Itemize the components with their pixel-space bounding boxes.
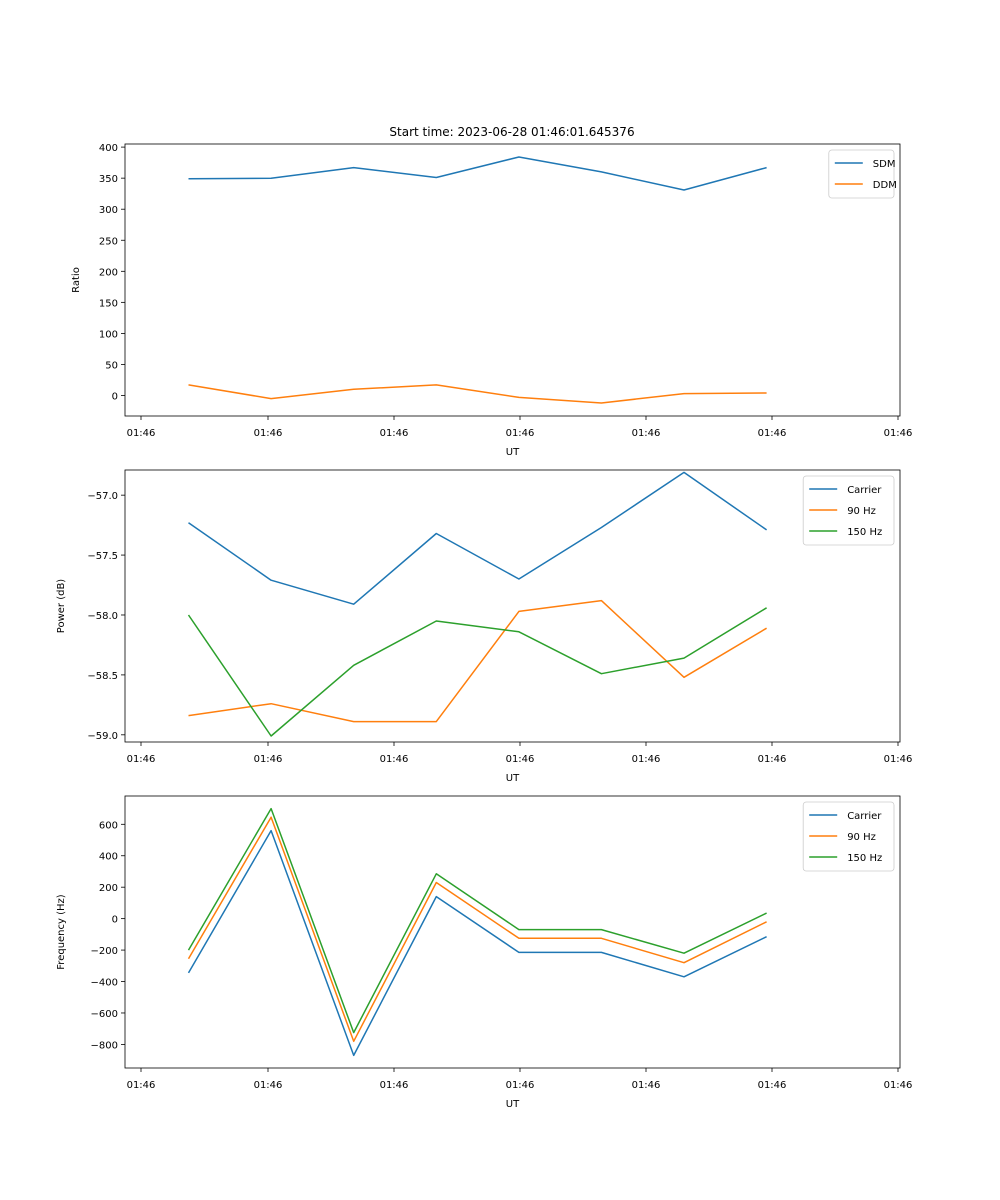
y-tick-label: 0 <box>112 915 118 926</box>
x-tick-label: 01:46 <box>380 754 409 765</box>
y-tick-label: 250 <box>99 236 118 247</box>
y-tick-label: −59.0 <box>87 731 118 742</box>
y-tick-label: 350 <box>99 174 118 185</box>
y-axis-label: Power (dB) <box>56 579 67 634</box>
x-tick-label: 01:46 <box>254 428 283 439</box>
legend-label: Carrier <box>847 811 882 822</box>
series-line-ddm <box>188 384 767 404</box>
x-tick-label: 01:46 <box>254 754 283 765</box>
panel-2: 01:46 01:46 01:46 01:46 01:46 01:46 01:46 −57.0… <box>56 469 913 784</box>
y-tick-label: 600 <box>99 820 118 831</box>
x-tick-label: 01:46 <box>632 754 661 765</box>
x-axis-label: UT <box>506 1099 520 1110</box>
x-tick-label: 01:46 <box>758 428 787 439</box>
axes-frame <box>124 143 901 417</box>
x-tick-label: 01:46 <box>884 754 913 765</box>
series-line-sdm <box>188 156 767 191</box>
y-axis-label: Ratio <box>71 267 82 293</box>
legend-frame <box>802 475 895 546</box>
x-tick-label: 01:46 <box>632 428 661 439</box>
y-tick-label: 200 <box>99 267 118 278</box>
series-line-carrier <box>187 829 767 1057</box>
y-tick-label: 0 <box>112 392 118 403</box>
y-tick-label: −200 <box>91 946 118 957</box>
series-line-150-hz <box>187 807 767 1034</box>
legend-frame <box>802 801 895 872</box>
x-tick-label: 01:46 <box>632 1080 661 1091</box>
panel-3: 01:46 01:46 01:46 01:46 01:46 01:46 01:46 600 40… <box>56 795 913 1110</box>
series-line-90-hz <box>187 816 767 1043</box>
series-line-carrier <box>188 471 768 605</box>
x-tick-label: 01:46 <box>506 754 535 765</box>
panel-1: 01:46 01:46 01:46 01:46 01:46 01:46 01:46 0 50 10… <box>71 143 912 458</box>
axes-frame <box>124 795 901 1069</box>
x-tick-label: 01:46 <box>758 754 787 765</box>
y-tick-label: −600 <box>91 1009 118 1020</box>
legend-label: SDM <box>873 159 896 170</box>
legend: Carrier 90 Hz 150 Hz <box>802 801 895 872</box>
x-tick-label: 01:46 <box>506 428 535 439</box>
chart-title: Start time: 2023-06-28 01:46:01.645376 <box>389 125 634 139</box>
y-tick-label: −800 <box>91 1040 118 1051</box>
x-axis-label: UT <box>506 447 520 458</box>
legend-label: 150 Hz <box>847 527 882 538</box>
legend-label: 150 Hz <box>847 853 882 864</box>
x-tick-label: 01:46 <box>127 428 156 439</box>
x-tick-label: 01:46 <box>380 1080 409 1091</box>
y-tick-label: −400 <box>91 978 118 989</box>
y-tick-label: 100 <box>99 329 118 340</box>
x-tick-label: 01:46 <box>127 1080 156 1091</box>
legend: Carrier 90 Hz 150 Hz <box>802 475 895 546</box>
y-tick-label: −58.5 <box>87 671 118 682</box>
y-tick-label: 50 <box>105 360 118 371</box>
y-tick-label: 400 <box>99 852 118 863</box>
axes-frame <box>124 469 901 743</box>
legend-label: Carrier <box>847 485 882 496</box>
y-axis-label: Frequency (Hz) <box>56 894 67 970</box>
x-tick-label: 01:46 <box>884 1080 913 1091</box>
y-tick-label: 300 <box>99 205 118 216</box>
x-tick-label: 01:46 <box>254 1080 283 1091</box>
x-tick-label: 01:46 <box>127 754 156 765</box>
y-tick-label: −58.0 <box>87 611 118 622</box>
legend-frame <box>828 149 895 199</box>
series-line-150-hz <box>187 607 767 737</box>
x-tick-label: 01:46 <box>506 1080 535 1091</box>
y-tick-label: −57.0 <box>87 491 118 502</box>
x-tick-label: 01:46 <box>884 428 913 439</box>
x-tick-label: 01:46 <box>380 428 409 439</box>
x-axis-label: UT <box>506 773 520 784</box>
panels: 01:46 01:46 01:46 01:46 01:46 01:46 01:46 0 50 10… <box>56 143 912 1110</box>
legend-label: 90 Hz <box>847 832 876 843</box>
x-tick-label: 01:46 <box>758 1080 787 1091</box>
y-tick-label: 200 <box>99 883 118 894</box>
legend-label: DDM <box>873 180 897 191</box>
legend: SDM DDM <box>828 149 897 199</box>
y-tick-label: 400 <box>99 143 118 154</box>
legend-label: 90 Hz <box>847 506 876 517</box>
y-tick-label: 150 <box>99 298 118 309</box>
y-tick-label: −57.5 <box>87 551 118 562</box>
series-line-90-hz <box>188 599 767 723</box>
